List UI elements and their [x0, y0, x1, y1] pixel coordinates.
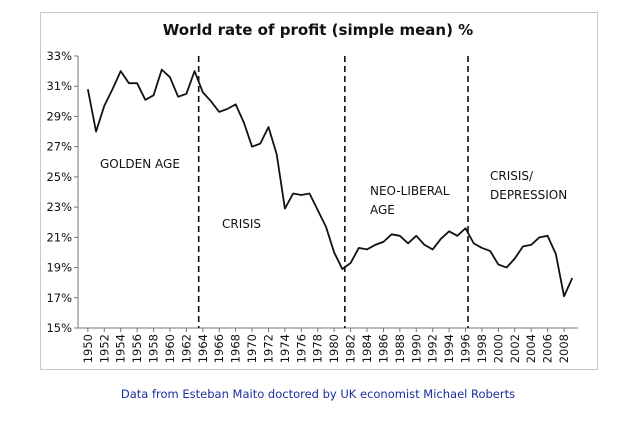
- x-tick-label: 1972: [261, 334, 275, 363]
- x-tick-label: 1990: [409, 334, 423, 363]
- y-tick-label: 19%: [46, 261, 72, 275]
- annotation: CRISIS: [222, 217, 261, 231]
- x-tick-label: 1974: [278, 334, 292, 363]
- y-tick-label: 23%: [46, 200, 72, 214]
- y-tick-label: 17%: [46, 291, 72, 305]
- annotation: NEO-LIBERAL: [370, 184, 450, 198]
- chart-title: World rate of profit (simple mean) %: [163, 21, 473, 39]
- x-tick-label: 2000: [491, 334, 505, 363]
- annotation: CRISIS/: [490, 169, 534, 183]
- y-tick-label: 21%: [46, 230, 72, 244]
- x-tick-label: 1966: [212, 334, 226, 363]
- x-tick-label: 1958: [147, 334, 161, 363]
- x-tick-label: 1968: [229, 334, 243, 363]
- y-tick-label: 33%: [46, 49, 72, 63]
- x-tick-label: 1962: [179, 334, 193, 363]
- x-tick-label: 1952: [97, 334, 111, 363]
- chart-frame: [40, 12, 598, 370]
- annotation: DEPRESSION: [490, 188, 567, 202]
- caption: Data from Esteban Maito doctored by UK e…: [121, 387, 515, 401]
- x-tick-label: 2002: [508, 334, 522, 363]
- y-tick-label: 25%: [46, 170, 72, 184]
- annotation: AGE: [370, 203, 395, 217]
- annotation: GOLDEN AGE: [100, 157, 180, 171]
- x-tick-label: 2004: [524, 334, 538, 363]
- y-tick-label: 27%: [46, 140, 72, 154]
- x-tick-label: 2008: [557, 334, 571, 363]
- x-tick-label: 1960: [163, 334, 177, 363]
- y-tick-label: 31%: [46, 79, 72, 93]
- x-tick-label: 1996: [459, 334, 473, 363]
- x-tick-label: 1950: [81, 334, 95, 363]
- x-tick-label: 1956: [130, 334, 144, 363]
- x-tick-label: 1964: [196, 334, 210, 363]
- x-tick-label: 1988: [393, 334, 407, 363]
- x-tick-label: 1980: [327, 334, 341, 363]
- y-tick-label: 15%: [46, 321, 72, 335]
- x-tick-label: 1970: [245, 334, 259, 363]
- x-tick-label: 1998: [475, 334, 489, 363]
- data-line: [86, 68, 574, 298]
- x-tick-label: 1992: [426, 334, 440, 363]
- x-tick-label: 2006: [541, 334, 555, 363]
- y-tick-label: 29%: [46, 109, 72, 123]
- x-tick-label: 1976: [294, 334, 308, 363]
- x-tick-label: 1978: [311, 334, 325, 363]
- x-tick-label: 1954: [114, 334, 128, 363]
- x-tick-label: 1986: [376, 334, 390, 363]
- x-tick-label: 1994: [442, 334, 456, 363]
- x-tick-label: 1982: [344, 334, 358, 363]
- x-tick-label: 1984: [360, 334, 374, 363]
